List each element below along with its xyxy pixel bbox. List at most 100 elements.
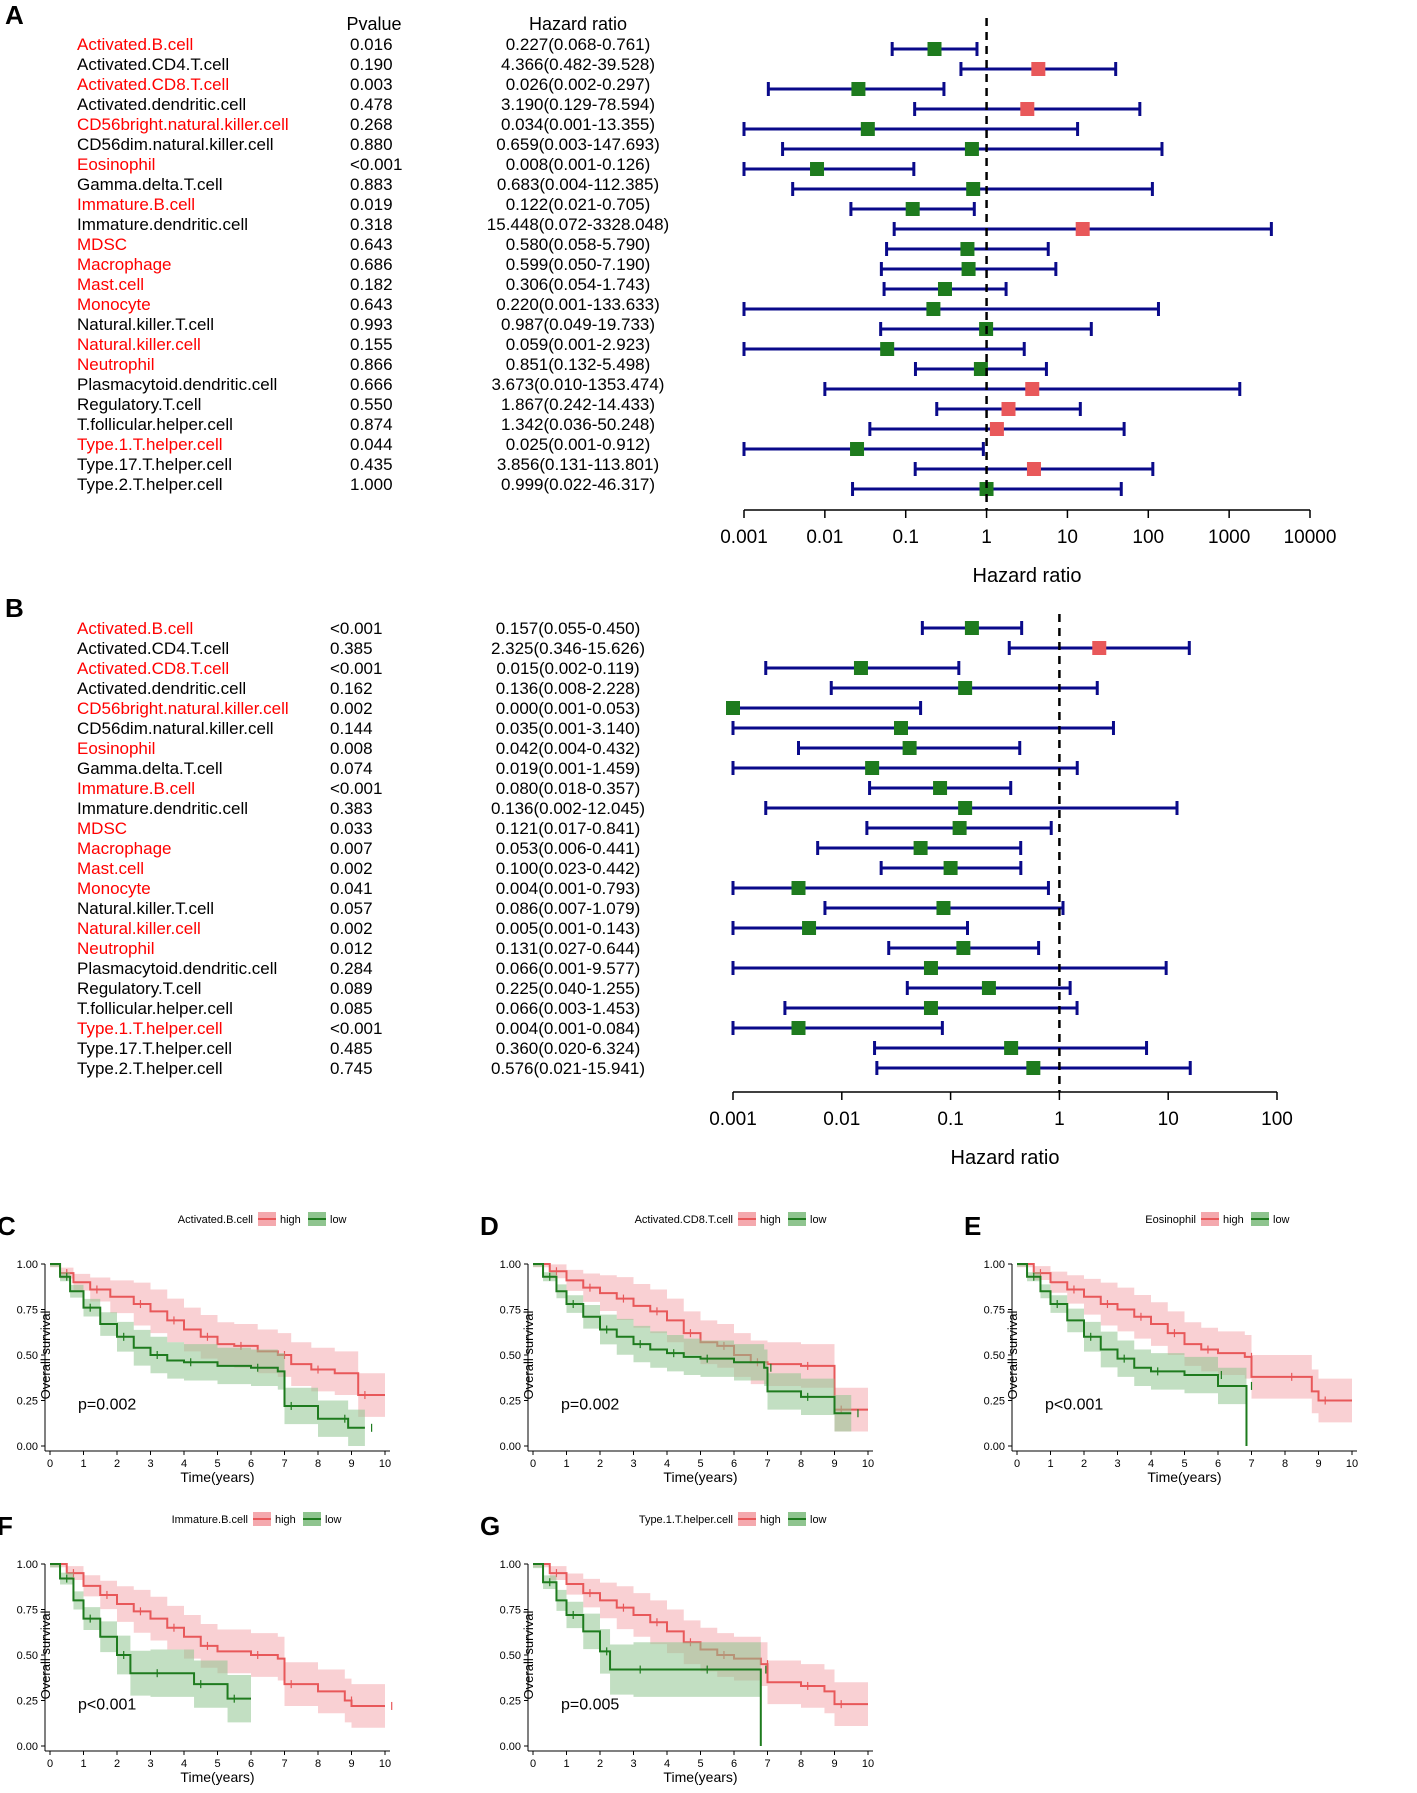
x-tick-label: 9 bbox=[348, 1458, 354, 1470]
km-low-curve bbox=[533, 1563, 762, 1746]
y-tick-label: 0.25 bbox=[984, 1396, 1005, 1408]
hr-marker bbox=[927, 42, 942, 56]
row-pvalue: 0.016 bbox=[350, 35, 393, 54]
row-label: Macrophage bbox=[77, 839, 172, 858]
km-low-band bbox=[533, 1564, 761, 1746]
row-hr-text: 0.121(0.017-0.841) bbox=[496, 819, 641, 838]
y-tick-label: 1.00 bbox=[17, 1559, 38, 1571]
legend-high-label: high bbox=[1223, 1214, 1244, 1226]
y-tick-label: 0.00 bbox=[500, 1441, 521, 1453]
y-tick-label: 0.00 bbox=[984, 1441, 1005, 1453]
hr-marker bbox=[893, 721, 908, 735]
x-tick-label: 4 bbox=[664, 1458, 670, 1470]
row-hr-text: 3.190(0.129-78.594) bbox=[501, 95, 655, 114]
row-hr-text: 0.999(0.022-46.317) bbox=[501, 475, 655, 494]
row-pvalue: 0.550 bbox=[350, 395, 393, 414]
x-tick-label: 0.01 bbox=[806, 527, 843, 548]
y-tick-label: 0.50 bbox=[17, 1350, 38, 1362]
x-tick-label: 2 bbox=[597, 1458, 603, 1470]
x-tick-label: 5 bbox=[697, 1758, 703, 1770]
row-pvalue: 0.002 bbox=[330, 699, 373, 718]
x-tick-label: 8 bbox=[315, 1458, 321, 1470]
row-label: Type.17.T.helper.cell bbox=[77, 455, 232, 474]
row-hr-text: 0.157(0.055-0.450) bbox=[496, 619, 641, 638]
x-tick-label: 7 bbox=[764, 1758, 770, 1770]
row-label: Activated.B.cell bbox=[77, 35, 193, 54]
x-tick-label: 1 bbox=[1047, 1458, 1053, 1470]
hr-marker bbox=[956, 941, 971, 955]
row-label: Activated.B.cell bbox=[77, 619, 193, 638]
row-hr-text: 0.066(0.001-9.577) bbox=[496, 959, 641, 978]
x-tick-label: 0 bbox=[530, 1758, 536, 1770]
x-tick-label: 5 bbox=[214, 1458, 220, 1470]
hr-marker bbox=[960, 242, 975, 256]
y-tick-label: 0.50 bbox=[984, 1350, 1005, 1362]
row-hr-text: 0.025(0.001-0.912) bbox=[506, 435, 651, 454]
y-tick-label: 0.75 bbox=[17, 1605, 38, 1617]
row-hr-text: 0.053(0.006-0.441) bbox=[496, 839, 641, 858]
row-label: Activated.CD4.T.cell bbox=[77, 55, 229, 74]
p-value-label: p<0.001 bbox=[1045, 1397, 1103, 1414]
y-tick-label: 0.50 bbox=[500, 1350, 521, 1362]
x-tick-label: 1 bbox=[981, 527, 992, 548]
row-pvalue: 0.883 bbox=[350, 175, 393, 194]
x-tick-label: 2 bbox=[597, 1758, 603, 1770]
hr-marker bbox=[860, 122, 875, 136]
km-high-curve bbox=[50, 1263, 385, 1397]
row-hr-text: 0.004(0.001-0.793) bbox=[496, 879, 641, 898]
row-hr-text: 1.342(0.036-50.248) bbox=[501, 415, 655, 434]
row-pvalue: 0.385 bbox=[330, 639, 373, 658]
x-tick-label: 9 bbox=[348, 1758, 354, 1770]
row-label: Activated.CD4.T.cell bbox=[77, 639, 229, 658]
row-hr-text: 0.131(0.027-0.644) bbox=[496, 939, 641, 958]
row-hr-text: 0.000(0.001-0.053) bbox=[496, 699, 641, 718]
legend-title: Immature.B.cell bbox=[172, 1514, 248, 1526]
legend-low-label: low bbox=[330, 1214, 347, 1226]
row-hr-text: 0.136(0.002-12.045) bbox=[491, 799, 645, 818]
row-pvalue: 0.268 bbox=[350, 115, 393, 134]
row-pvalue: 0.089 bbox=[330, 979, 373, 998]
y-tick-label: 1.00 bbox=[500, 1559, 521, 1571]
row-hr-text: 0.122(0.021-0.705) bbox=[506, 195, 651, 214]
row-hr-text: 0.851(0.132-5.498) bbox=[506, 355, 651, 374]
x-tick-label: 1 bbox=[1054, 1109, 1065, 1130]
hr-marker bbox=[923, 1001, 938, 1015]
x-tick-label: 10000 bbox=[1284, 527, 1337, 548]
x-tick-label: 10 bbox=[862, 1458, 874, 1470]
km-low-curve bbox=[533, 1263, 852, 1415]
y-tick-label: 0.50 bbox=[500, 1650, 521, 1662]
row-hr-text: 0.066(0.003-1.453) bbox=[496, 999, 641, 1018]
hr-marker bbox=[933, 781, 948, 795]
x-tick-label: 6 bbox=[731, 1458, 737, 1470]
row-hr-text: 0.136(0.008-2.228) bbox=[496, 679, 641, 698]
row-label: Mast.cell bbox=[77, 275, 144, 294]
p-value-label: p<0.001 bbox=[78, 1697, 136, 1714]
x-tick-label: 6 bbox=[731, 1758, 737, 1770]
hr-marker bbox=[981, 981, 996, 995]
row-pvalue: 0.435 bbox=[350, 455, 393, 474]
x-tick-label: 0 bbox=[1014, 1458, 1020, 1470]
row-label: Mast.cell bbox=[77, 859, 144, 878]
row-hr-text: 0.599(0.050-7.190) bbox=[506, 255, 651, 274]
row-pvalue: 0.057 bbox=[330, 899, 373, 918]
km-plot-f: F Immature.B.cell high low 0.00 0.25 0.50 0.75 1… bbox=[0, 1511, 393, 1785]
row-label: Natural.killer.cell bbox=[77, 335, 201, 354]
row-label: Type.17.T.helper.cell bbox=[77, 1039, 232, 1058]
row-pvalue: 1.000 bbox=[350, 475, 393, 494]
x-tick-label: 10 bbox=[1346, 1458, 1358, 1470]
hr-marker bbox=[936, 901, 951, 915]
row-hr-text: 0.360(0.020-6.324) bbox=[496, 1039, 641, 1058]
legend-high-label: high bbox=[280, 1214, 301, 1226]
km-high-curve bbox=[1017, 1263, 1352, 1402]
row-label: T.follicular.helper.cell bbox=[77, 415, 233, 434]
hr-header: Hazard ratio bbox=[529, 14, 627, 34]
row-label: Gamma.delta.T.cell bbox=[77, 759, 223, 778]
row-label: T.follicular.helper.cell bbox=[77, 999, 233, 1018]
hr-marker bbox=[851, 82, 866, 96]
x-tick-label: 5 bbox=[214, 1758, 220, 1770]
x-tick-label: 6 bbox=[1215, 1458, 1221, 1470]
row-hr-text: 0.026(0.002-0.297) bbox=[506, 75, 651, 94]
km-low-band bbox=[50, 1264, 365, 1446]
row-label: Eosinophil bbox=[77, 739, 155, 758]
y-axis-title: Overall survival bbox=[38, 1610, 53, 1699]
